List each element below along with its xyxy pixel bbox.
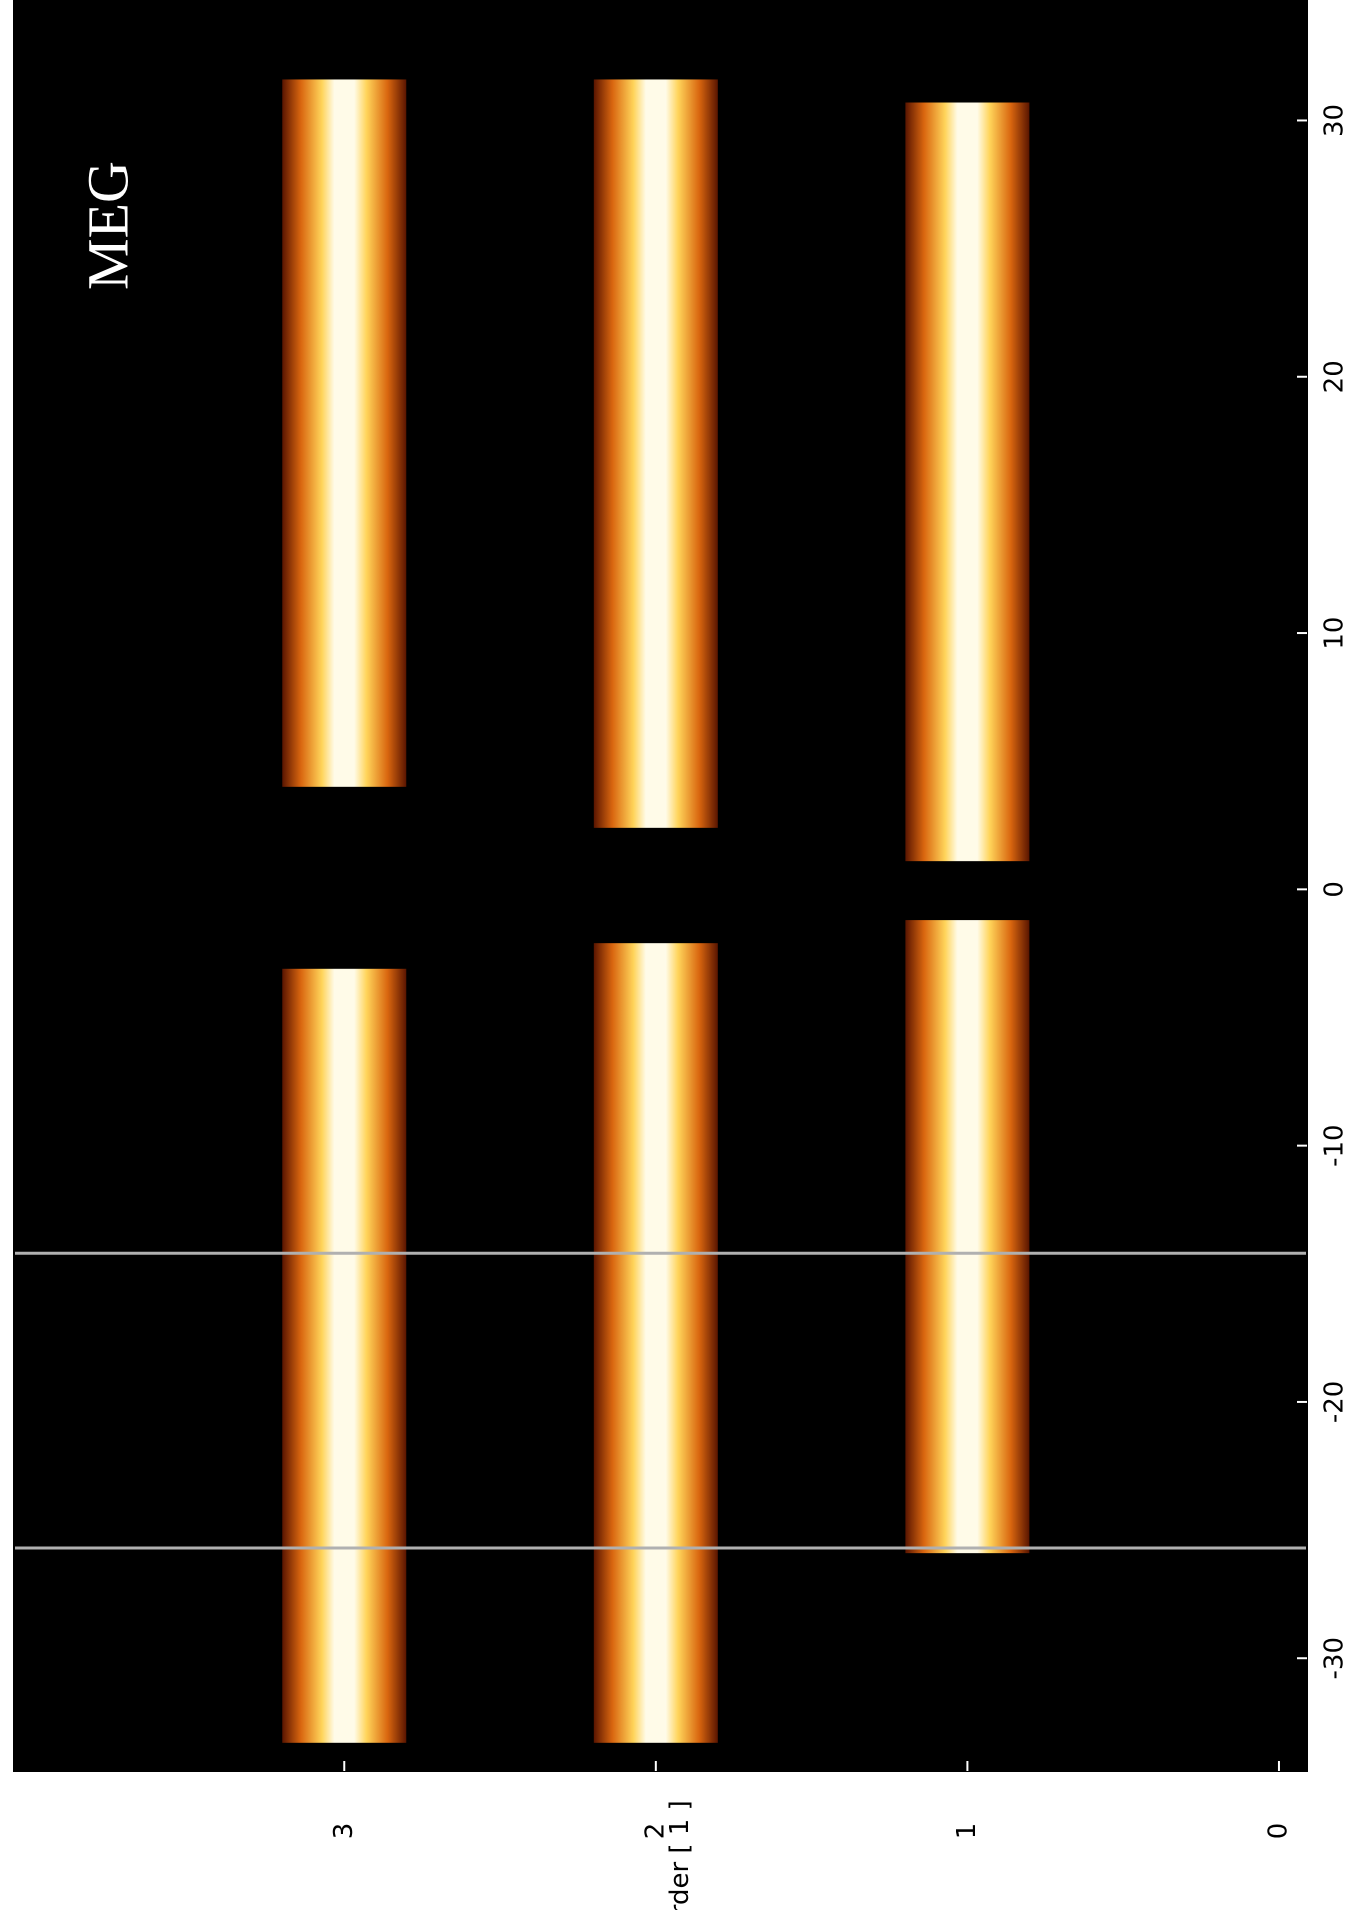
marks [14,79,1307,1743]
x-tick-label: 0 [1320,881,1350,898]
y-axis-label: Order [ 1 ] [665,1800,695,1910]
x-tick-label: 30 [1320,104,1350,137]
x-tick-label: 10 [1320,617,1350,650]
chart-title: MEG [75,161,140,290]
spectral-band [282,79,407,787]
plot-group: MEG Order [ 1 ] -30 -20 -10 0 10 20 30 0 1 2 3 [13,0,1350,1910]
plot-frame [13,0,1308,1772]
x-tick-label: -20 [1320,1381,1350,1423]
spectral-band [282,968,407,1743]
spectral-band [593,943,718,1743]
spectral-band [905,920,1030,1554]
spectral-band [593,79,718,828]
y-tick-label: 3 [329,1823,359,1840]
y-tick-label: 0 [1263,1823,1293,1840]
x-tick-label: -30 [1320,1637,1350,1679]
y-tick-label: 2 [640,1823,670,1840]
x-tick-label: 20 [1320,360,1350,393]
y-tick-label: 1 [952,1823,982,1840]
spectral-band [905,102,1030,862]
x-tick-label: -10 [1320,1124,1350,1166]
